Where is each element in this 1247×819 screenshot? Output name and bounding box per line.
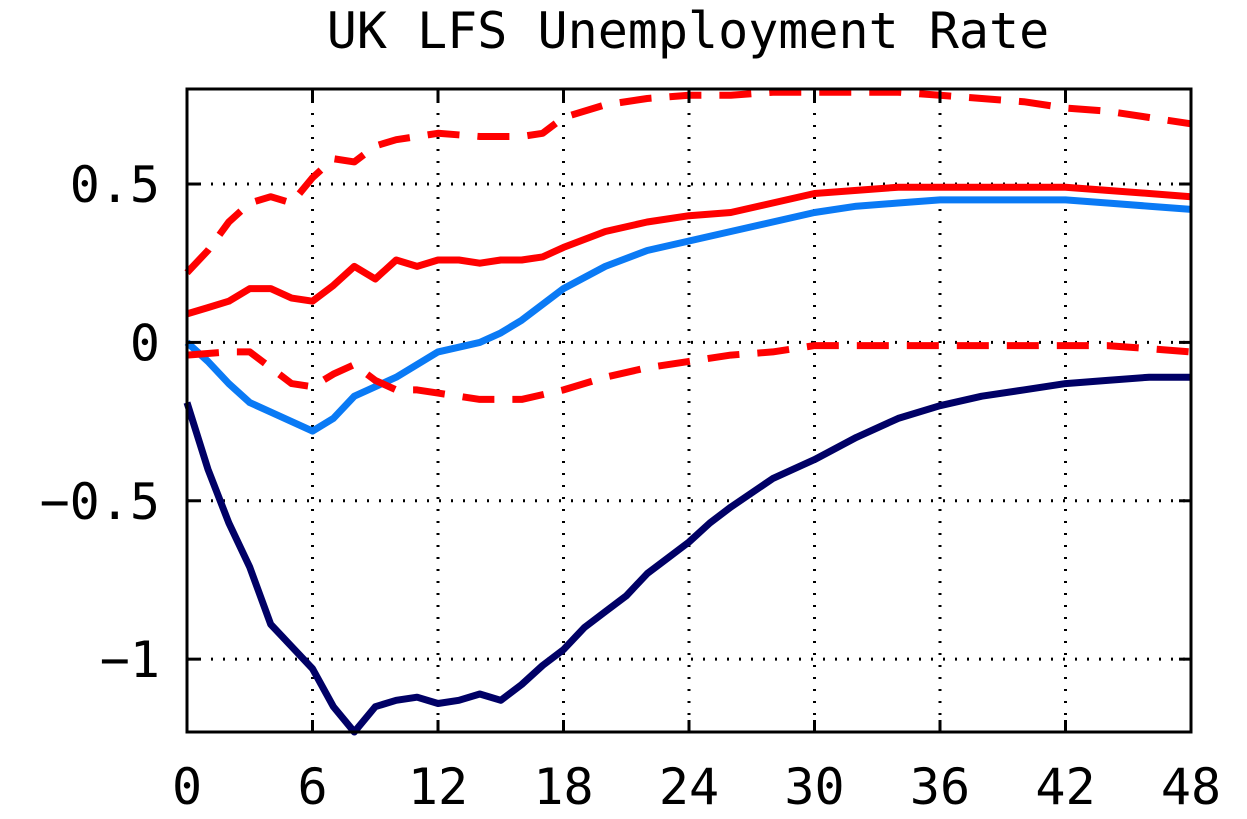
series-line-3 — [184, 196, 1192, 435]
x-tick-label: 12 — [408, 758, 468, 816]
y-tick-label: −0.5 — [40, 473, 160, 531]
y-tick-label: 0.5 — [70, 156, 160, 214]
x-tick-label: 0 — [172, 758, 202, 816]
y-tick-label: −1 — [100, 631, 160, 689]
plot-area — [183, 88, 1192, 736]
series-line-5 — [183, 373, 1191, 736]
y-tick-label: 0 — [130, 314, 160, 372]
series-line-4 — [186, 342, 1192, 403]
chart-title: UK LFS Unemployment Rate — [327, 2, 1049, 60]
series-line-1 — [184, 88, 1192, 276]
axis-ticks — [185, 89, 1193, 732]
x-tick-label: 36 — [910, 758, 970, 816]
x-tick-label: 18 — [533, 758, 593, 816]
y-axis: 0.5 0 −0.5 −1 — [40, 156, 160, 689]
x-tick-label: 24 — [659, 758, 719, 816]
x-axis: 0 6 12 18 24 30 36 42 48 — [172, 758, 1221, 816]
x-tick-label: 48 — [1161, 758, 1221, 816]
series-line-2 — [185, 183, 1192, 318]
x-tick-label: 30 — [784, 758, 844, 816]
x-tick-label: 6 — [297, 758, 327, 816]
x-tick-label: 42 — [1035, 758, 1095, 816]
